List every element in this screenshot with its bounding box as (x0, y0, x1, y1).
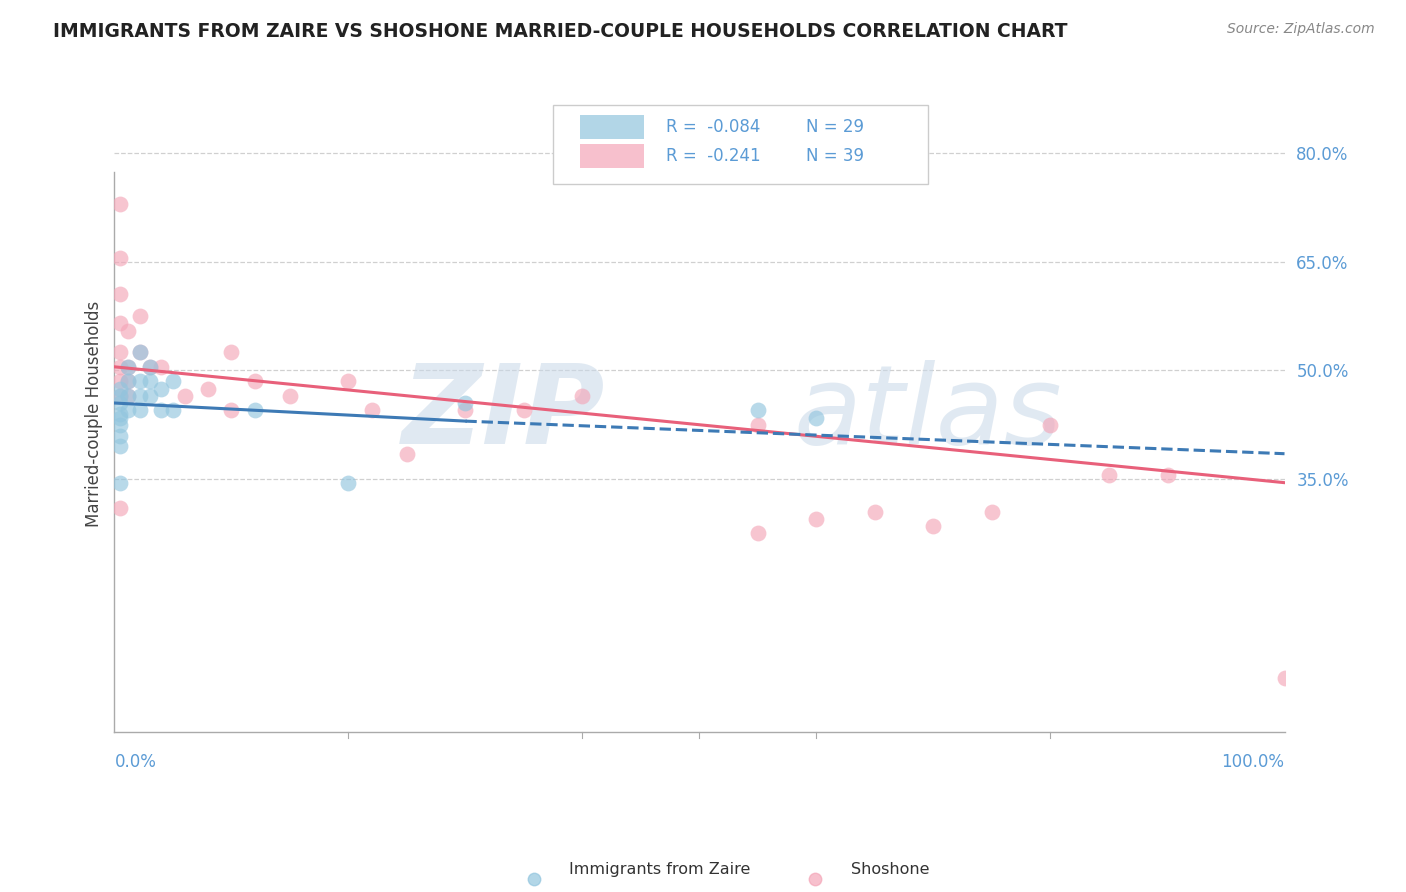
Point (337, 374, 360, 388)
Text: R =  -0.084: R = -0.084 (665, 118, 759, 136)
Point (117, 374, 139, 388)
Point (110, 389, 132, 403)
Point (454, 396, 477, 410)
Point (922, 519, 945, 533)
Point (1039, 417, 1062, 432)
Point (138, 359, 160, 374)
Point (117, 359, 139, 374)
Point (571, 389, 593, 403)
Text: ZIP: ZIP (402, 360, 606, 467)
Point (747, 417, 769, 432)
Point (513, 403, 536, 417)
Point (278, 389, 301, 403)
Point (1274, 671, 1296, 685)
Point (981, 505, 1004, 519)
Point (747, 526, 769, 541)
Point (150, 359, 173, 374)
Text: 0.0%: 0.0% (114, 753, 156, 771)
Point (117, 359, 139, 374)
Point (221, 345, 243, 359)
Point (129, 345, 152, 359)
Text: N = 29: N = 29 (806, 118, 863, 136)
Bar (581, 115, 644, 139)
Point (138, 374, 160, 388)
Point (129, 403, 152, 417)
Point (110, 410, 132, 425)
Point (1156, 468, 1178, 483)
Point (337, 475, 360, 490)
Point (150, 382, 173, 396)
Point (162, 403, 184, 417)
Point (162, 374, 184, 388)
Text: R =  -0.241: R = -0.241 (665, 147, 761, 165)
Point (117, 324, 139, 338)
Point (110, 396, 132, 410)
Point (454, 403, 477, 417)
Point (117, 374, 139, 388)
Point (110, 407, 132, 421)
Point (129, 374, 152, 388)
Text: Source: ZipAtlas.com: Source: ZipAtlas.com (1227, 22, 1375, 37)
Point (197, 382, 219, 396)
Point (129, 309, 152, 323)
Text: N = 39: N = 39 (806, 147, 863, 165)
Point (150, 403, 173, 417)
Point (806, 512, 828, 526)
Point (110, 428, 132, 442)
Point (221, 403, 243, 417)
Point (360, 403, 382, 417)
Point (110, 251, 132, 265)
Point (243, 403, 266, 417)
Point (117, 389, 139, 403)
Bar (581, 144, 644, 168)
Point (117, 389, 139, 403)
Point (138, 389, 160, 403)
Point (243, 374, 266, 388)
Point (110, 417, 132, 432)
Point (806, 410, 828, 425)
Point (395, 447, 418, 461)
Point (173, 389, 195, 403)
Point (110, 382, 132, 396)
Point (138, 359, 160, 374)
Point (110, 389, 132, 403)
Point (747, 403, 769, 417)
Text: atlas: atlas (793, 360, 1062, 467)
Point (110, 374, 132, 388)
Y-axis label: Married-couple Households: Married-couple Households (86, 301, 103, 527)
Point (863, 505, 886, 519)
Text: Immigrants from Zaire: Immigrants from Zaire (569, 863, 751, 877)
Text: Shoshone: Shoshone (851, 863, 929, 877)
Text: IMMIGRANTS FROM ZAIRE VS SHOSHONE MARRIED-COUPLE HOUSEHOLDS CORRELATION CHART: IMMIGRANTS FROM ZAIRE VS SHOSHONE MARRIE… (53, 22, 1069, 41)
Point (110, 345, 132, 359)
Point (110, 475, 132, 490)
Point (117, 403, 139, 417)
Point (110, 501, 132, 516)
Point (1098, 468, 1121, 483)
Point (129, 389, 152, 403)
Point (110, 359, 132, 374)
Point (110, 317, 132, 331)
Point (129, 345, 152, 359)
Point (110, 197, 132, 211)
FancyBboxPatch shape (553, 105, 928, 185)
Text: 100.0%: 100.0% (1222, 753, 1285, 771)
Point (110, 440, 132, 454)
Point (110, 287, 132, 301)
